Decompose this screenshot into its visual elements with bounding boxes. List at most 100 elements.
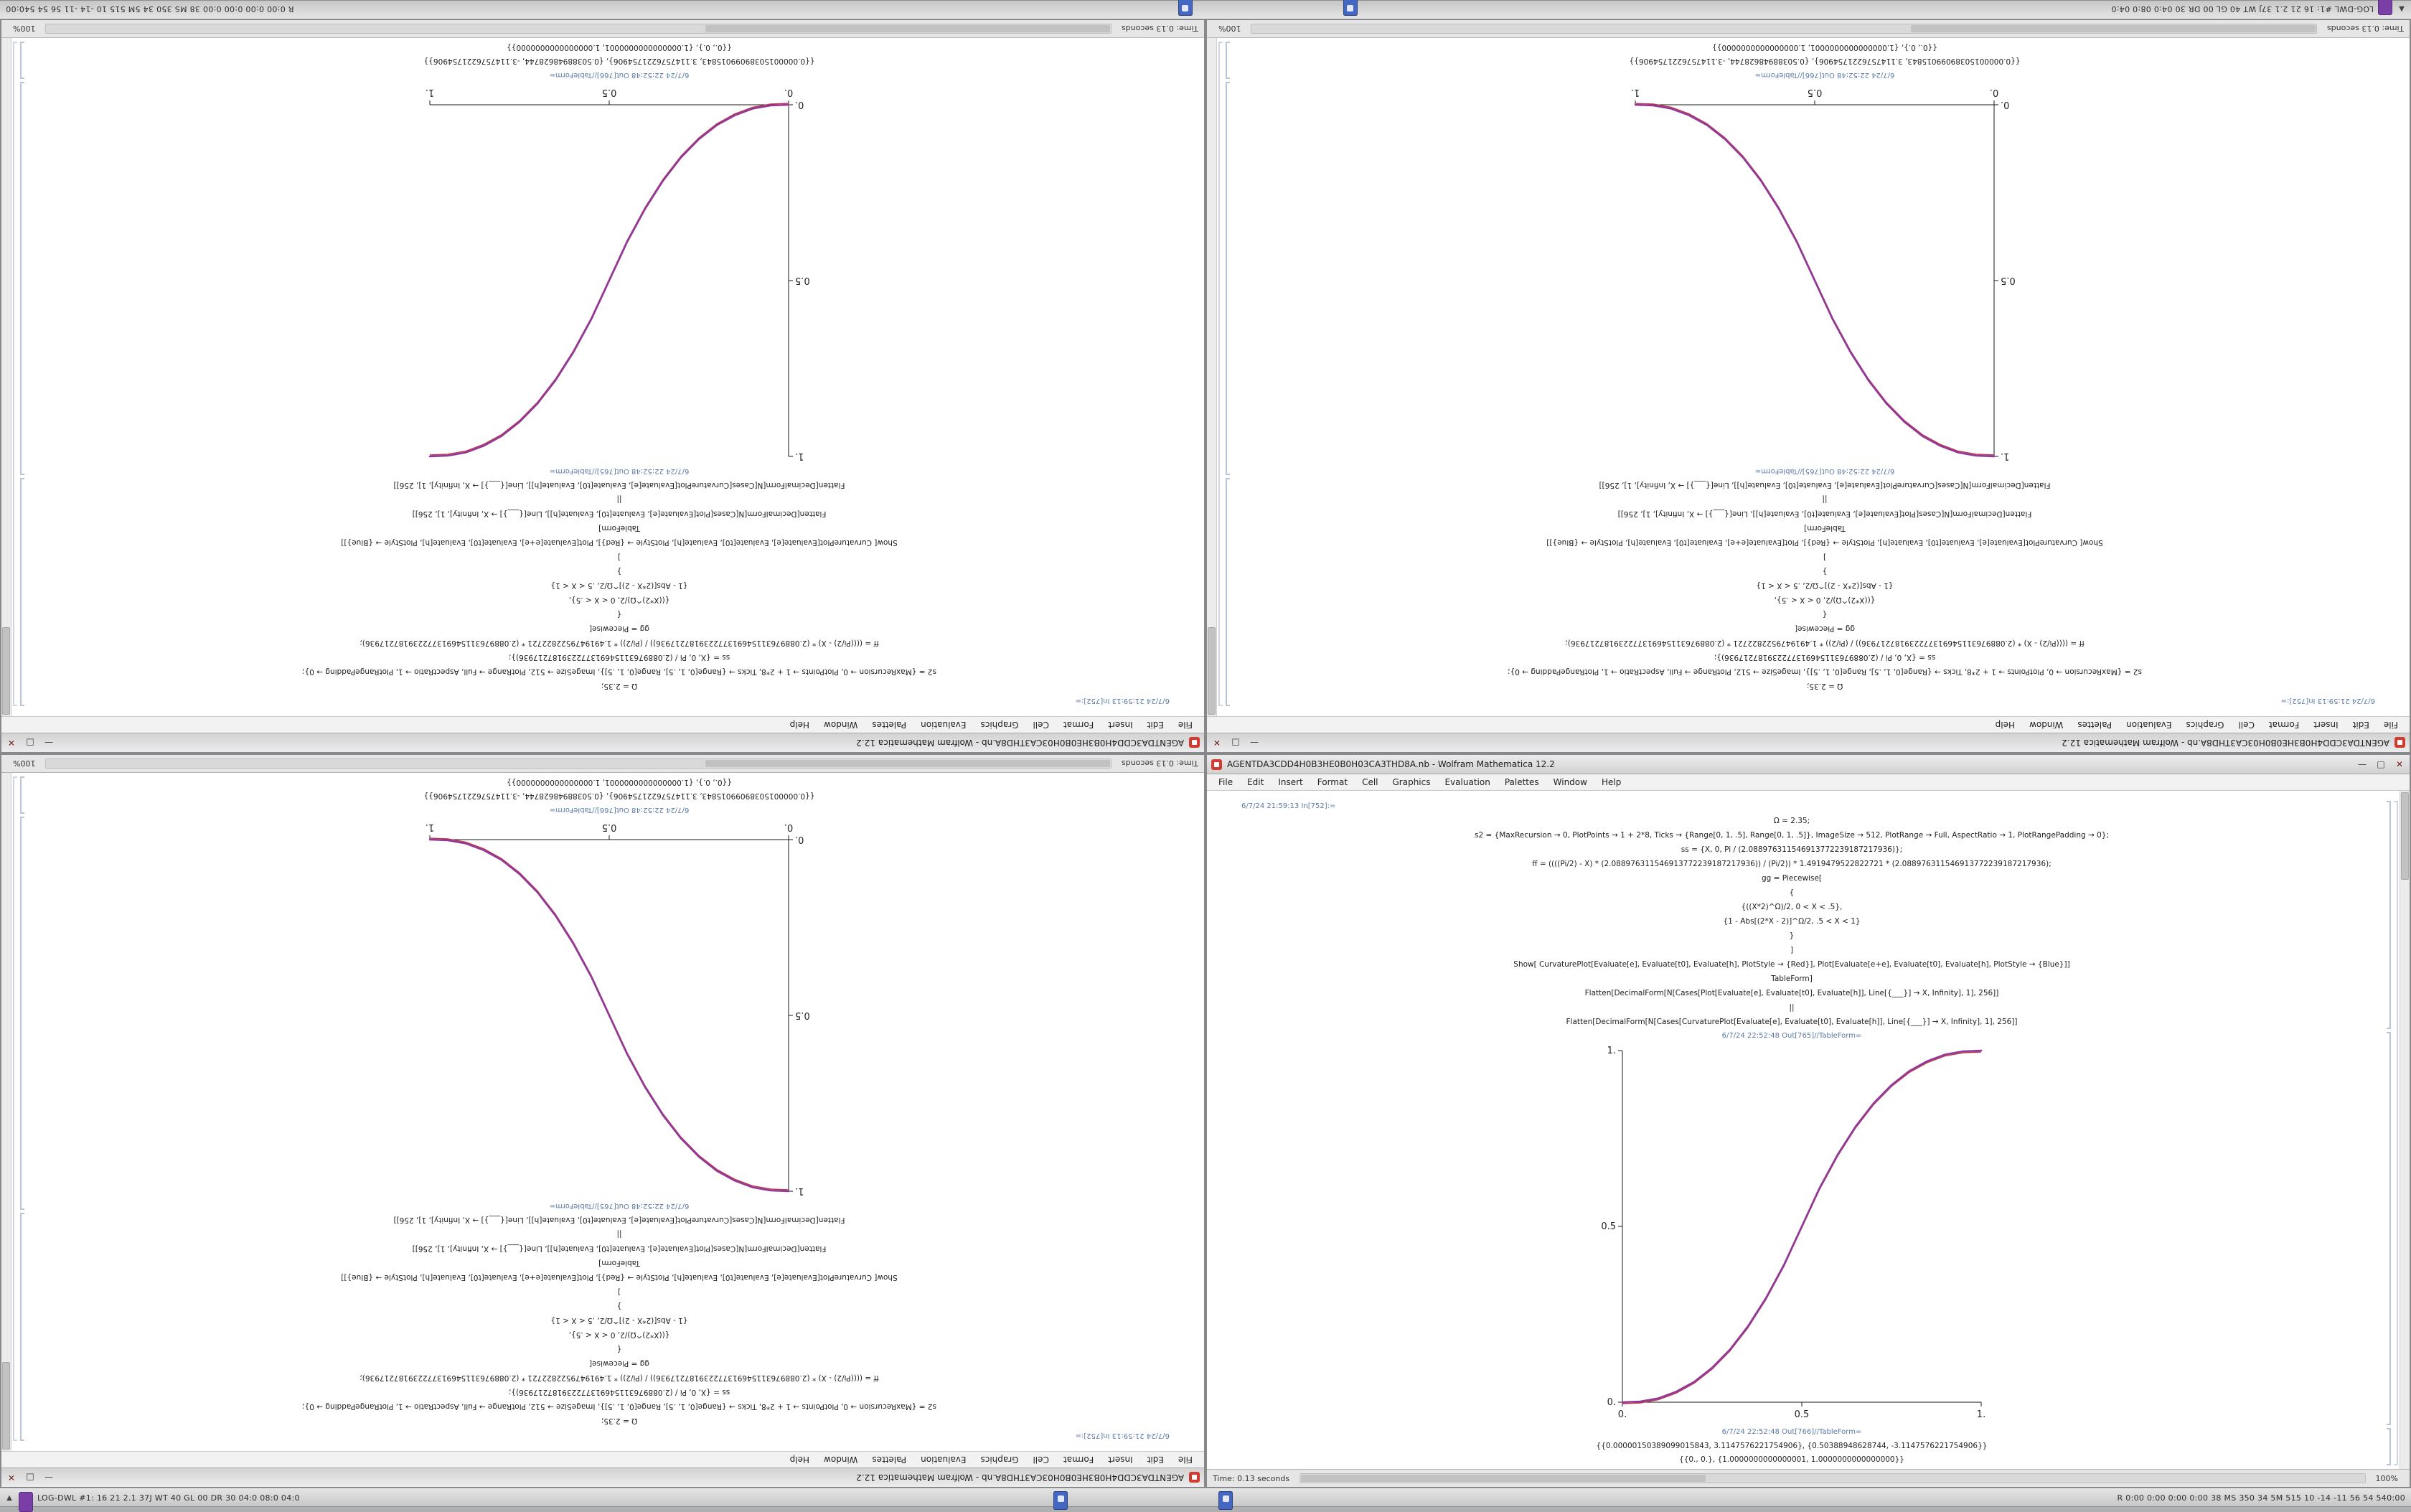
vertical-scrollbar[interactable] [1,773,11,1451]
vertical-scrollbar[interactable] [1,38,11,716]
window-titlebar[interactable]: AGENTDA3CDD4H0B3HE0B0H03CA3THD8A.nb - Wo… [1207,733,2410,752]
scrollbar-thumb[interactable] [705,760,1110,767]
cell-bracket[interactable] [20,82,22,475]
close-button[interactable]: ✕ [1213,738,1221,748]
scrollbar-thumb[interactable] [2,1362,10,1450]
maximize-button[interactable]: □ [2377,759,2385,769]
menu-cell[interactable]: Cell [1033,1455,1049,1465]
close-button[interactable]: ✕ [7,1473,16,1483]
menu-format[interactable]: Format [2268,720,2300,730]
cell-bracket[interactable] [20,817,22,1210]
taskbar-app-icon-8[interactable] [1218,1491,1233,1510]
output-plot-descending[interactable]: 0.0. 0.5 0.5 1. 1. [1631,82,2018,464]
vertical-scrollbar[interactable] [2400,791,2410,1469]
menu-file[interactable]: File [2383,720,2398,730]
window-titlebar[interactable]: AGENTDA3CDD4H0B3HE0B0H03CA3THD8A.nb - Wo… [1,1468,1204,1487]
system-monitor-icon[interactable] [2378,0,2392,15]
close-button[interactable]: ✕ [2395,759,2404,769]
cell-bracket[interactable] [20,1213,22,1441]
minimize-button[interactable]: — [44,1473,53,1483]
scrollbar-thumb[interactable] [2401,792,2409,880]
menu-format[interactable]: Format [1317,777,1348,787]
menu-cell[interactable]: Cell [1362,777,1378,787]
taskbar-app-icon-8[interactable] [1343,0,1358,16]
menu-insert[interactable]: Insert [1278,777,1303,787]
menu-evaluation[interactable]: Evaluation [921,1455,967,1465]
panel-expand-icon[interactable]: ▲ [6,1494,12,1502]
close-button[interactable]: ✕ [7,738,16,748]
minimize-button[interactable]: — [2358,759,2367,769]
menu-evaluation[interactable]: Evaluation [2126,720,2172,730]
vertical-scrollbar[interactable] [1207,38,1217,716]
menu-help[interactable]: Help [1601,777,1622,787]
menu-format[interactable]: Format [1063,1455,1094,1465]
menu-insert[interactable]: Insert [1108,720,1133,730]
menu-palettes[interactable]: Palettes [1504,777,1539,787]
menu-graphics[interactable]: Graphics [980,720,1019,730]
menu-window[interactable]: Window [2029,720,2064,730]
horizontal-scrollbar[interactable] [1251,24,2317,34]
menu-file[interactable]: File [1218,777,1233,787]
scrollbar-thumb[interactable] [1911,25,2316,32]
menu-help[interactable]: Help [789,1455,810,1465]
menu-edit[interactable]: Edit [1147,720,1164,730]
minimize-button[interactable]: — [1250,738,1259,748]
menu-edit[interactable]: Edit [1147,1455,1164,1465]
output-plot-ascending[interactable]: 0.0. 0.5 0.5 1. 1. [426,82,813,464]
cell-bracket[interactable] [1226,82,1227,475]
cell-bracket[interactable] [20,478,22,706]
menu-graphics[interactable]: Graphics [2186,720,2224,730]
menu-window[interactable]: Window [824,720,858,730]
menu-evaluation[interactable]: Evaluation [921,720,967,730]
menu-graphics[interactable]: Graphics [1392,777,1431,787]
menu-edit[interactable]: Edit [1247,777,1264,787]
cell-bracket[interactable] [20,776,22,814]
scrollbar-thumb[interactable] [1208,627,1216,715]
menu-help[interactable]: Help [1995,720,2016,730]
menu-window[interactable]: Window [1553,777,1587,787]
scrollbar-thumb[interactable] [1301,1475,1706,1482]
cell-group-bracket[interactable] [13,42,14,706]
menu-palettes[interactable]: Palettes [872,720,907,730]
cell-bracket[interactable] [2387,1032,2391,1425]
menu-cell[interactable]: Cell [1033,720,1049,730]
menu-edit[interactable]: Edit [2352,720,2369,730]
output-plot-descending[interactable]: 0.0. 0.5 0.5 1. 1. [426,817,813,1198]
menu-file[interactable]: File [1178,720,1193,730]
menu-graphics[interactable]: Graphics [980,1455,1019,1465]
horizontal-scrollbar[interactable] [45,759,1111,769]
menu-insert[interactable]: Insert [2313,720,2339,730]
menu-help[interactable]: Help [789,720,810,730]
system-monitor-icon[interactable] [19,1492,33,1512]
panel-expand-icon[interactable]: ▲ [2399,5,2405,13]
cell-bracket[interactable] [1226,42,1227,79]
taskbar-app-icon-8[interactable] [1053,1491,1068,1510]
maximize-button[interactable]: □ [26,738,34,748]
cell-bracket[interactable] [1226,478,1227,706]
cell-bracket[interactable] [2387,1428,2391,1465]
window-titlebar[interactable]: AGENTDA3CDD4H0B3HE0B0H03CA3THD8A.nb - Wo… [1207,755,2410,774]
menu-palettes[interactable]: Palettes [872,1455,907,1465]
maximize-button[interactable]: □ [26,1473,34,1483]
cell-group-bracket[interactable] [13,776,14,1441]
menu-cell[interactable]: Cell [2238,720,2255,730]
cell-group-bracket[interactable] [1218,42,1220,706]
cell-bracket[interactable] [20,42,22,79]
cell-group-bracket[interactable] [2394,801,2398,1465]
menu-file[interactable]: File [1178,1455,1193,1465]
minimize-button[interactable]: — [44,738,53,748]
menu-evaluation[interactable]: Evaluation [1444,777,1490,787]
menu-format[interactable]: Format [1063,720,1094,730]
menu-palettes[interactable]: Palettes [2077,720,2112,730]
window-titlebar[interactable]: AGENTDA3CDD4H0B3HE0B0H03CA3THD8A.nb - Wo… [1,733,1204,752]
taskbar-app-icon-8[interactable] [1178,0,1193,16]
menu-window[interactable]: Window [824,1455,858,1465]
horizontal-scrollbar[interactable] [45,24,1111,34]
output-plot-ascending[interactable]: 0.0. 0.5 0.5 1. 1. [1598,1043,1985,1425]
horizontal-scrollbar[interactable] [1300,1473,2366,1483]
menu-insert[interactable]: Insert [1108,1455,1133,1465]
scrollbar-thumb[interactable] [705,25,1110,32]
cell-bracket[interactable] [2387,801,2391,1029]
maximize-button[interactable]: □ [1231,738,1240,748]
scrollbar-thumb[interactable] [2,627,10,715]
